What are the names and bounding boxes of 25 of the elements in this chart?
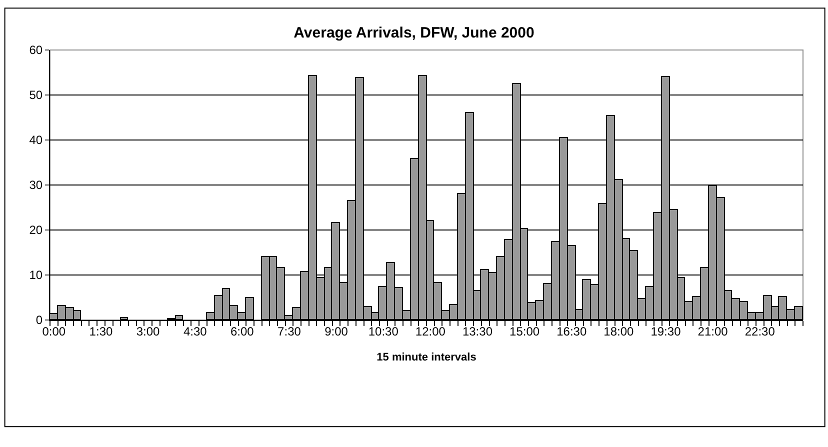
x-tick-label: 6:00 [230, 324, 254, 338]
x-tick-label: 10:30 [368, 324, 399, 338]
x-tick-label: 9:00 [324, 324, 348, 338]
x-tick-label: 7:30 [278, 324, 302, 338]
x-tick-label: 12:00 [415, 324, 446, 338]
y-tick-label: 40 [29, 133, 43, 148]
x-tick-label: 13:30 [462, 324, 493, 338]
x-tick-label: 3:00 [136, 324, 160, 338]
x-tick-label: 4:30 [183, 324, 208, 338]
x-tick-label: 21:00 [698, 324, 728, 338]
y-tick-label: 60 [29, 43, 43, 58]
x-tick-label: 18:00 [604, 324, 634, 338]
x-axis-title: 15 minute intervals [376, 352, 476, 364]
x-tick-label: 19:30 [650, 324, 682, 338]
x-tick-label: 16:30 [556, 324, 587, 338]
chart-title: Average Arrivals, DFW, June 2000 [294, 24, 534, 42]
y-tick-label: 50 [29, 88, 43, 102]
y-tick-label: 20 [29, 223, 43, 238]
x-tick-label: 0:00 [42, 324, 66, 338]
x-tick-label: 15:00 [510, 324, 540, 338]
x-tick-label: 22:30 [744, 324, 776, 338]
y-tick-label: 0 [36, 313, 43, 328]
y-tick-label: 30 [29, 178, 43, 192]
y-tick-label: 10 [29, 268, 43, 282]
x-tick-label: 1:30 [89, 324, 113, 338]
